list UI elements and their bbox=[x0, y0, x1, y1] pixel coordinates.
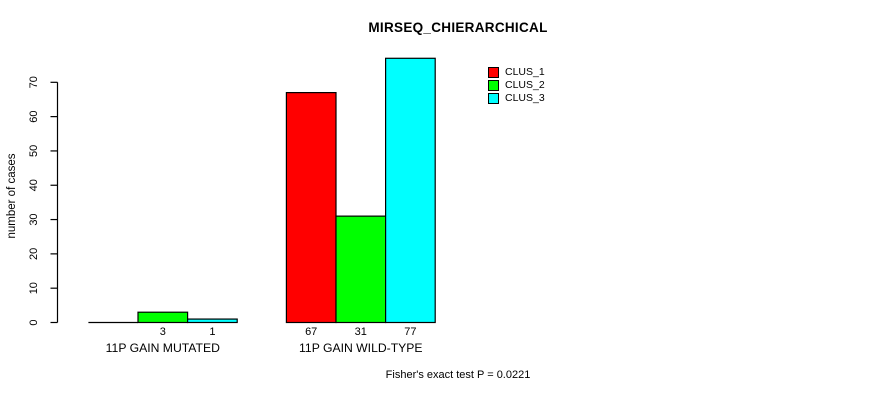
bar-clus_1-group2 bbox=[285, 91, 337, 324]
y-axis-title: number of cases bbox=[6, 153, 18, 238]
bar-value-label: 1 bbox=[209, 326, 215, 338]
y-axis-tick-label: 30 bbox=[28, 213, 40, 225]
legend-item-clus_1: CLUS_1 bbox=[488, 66, 545, 79]
bar-value-label: 77 bbox=[404, 326, 416, 338]
legend-label: CLUS_1 bbox=[505, 66, 545, 78]
bar-value-label: 67 bbox=[305, 326, 317, 338]
x-category-label: 11P GAIN MUTATED bbox=[106, 341, 220, 355]
legend-item-clus_3: CLUS_3 bbox=[488, 92, 545, 105]
y-axis-tick-label: 20 bbox=[28, 248, 40, 260]
bar-value-label: 3 bbox=[160, 326, 166, 338]
x-category-label: 11P GAIN WILD-TYPE bbox=[299, 341, 423, 355]
y-axis-tick-label: 50 bbox=[28, 145, 40, 157]
legend-label: CLUS_3 bbox=[505, 92, 545, 104]
bar-value-label: 31 bbox=[355, 326, 367, 338]
legend-swatch-icon bbox=[488, 93, 499, 104]
legend: CLUS_1 CLUS_2 CLUS_3 bbox=[488, 66, 545, 105]
bar-clus_2-group2 bbox=[335, 215, 387, 324]
y-axis-tick-label: 70 bbox=[28, 76, 40, 88]
y-axis-tick-label: 10 bbox=[28, 282, 40, 294]
bar-clus_2-group1 bbox=[137, 311, 189, 324]
bar-clus_3-group2 bbox=[385, 57, 436, 324]
y-axis-tick-label: 40 bbox=[28, 179, 40, 191]
legend-swatch-icon bbox=[488, 67, 499, 78]
y-axis-tick-label: 60 bbox=[28, 110, 40, 122]
legend-item-clus_2: CLUS_2 bbox=[488, 79, 545, 92]
legend-label: CLUS_2 bbox=[505, 79, 545, 91]
legend-swatch-icon bbox=[488, 80, 499, 91]
footnote: Fisher's exact test P = 0.0221 bbox=[385, 369, 531, 381]
chart-title: MIRSEQ_CHIERARCHICAL bbox=[368, 20, 548, 35]
bar-clus_3-group1 bbox=[187, 318, 238, 324]
y-axis-tick-label: 0 bbox=[28, 319, 40, 325]
